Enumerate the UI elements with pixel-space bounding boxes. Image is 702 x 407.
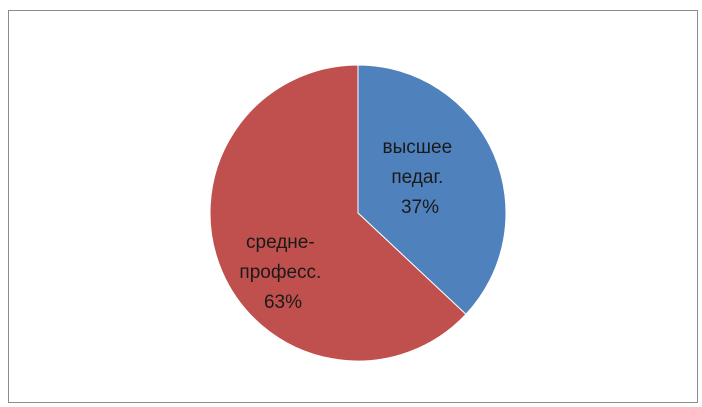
slice-label-sredne: средне- професс. 63% [239,232,326,313]
pie-slice-0 [357,64,507,316]
slice-label-sredne-line-3: 63% [264,292,302,313]
pie-slice-1 [209,64,467,362]
pie-slices [209,64,507,362]
slice-label-vysshee: высшее педаг. 37% [383,137,458,218]
slice-label-vysshee-line-3: 37% [401,197,439,218]
slice-label-sredne-line-1: средне- [246,232,315,253]
slice-label-vysshee-line-2: педаг. [391,167,443,188]
slice-label-sredne-line-2: професс. [239,262,321,283]
slice-label-vysshee-line-1: высшее [383,137,453,158]
